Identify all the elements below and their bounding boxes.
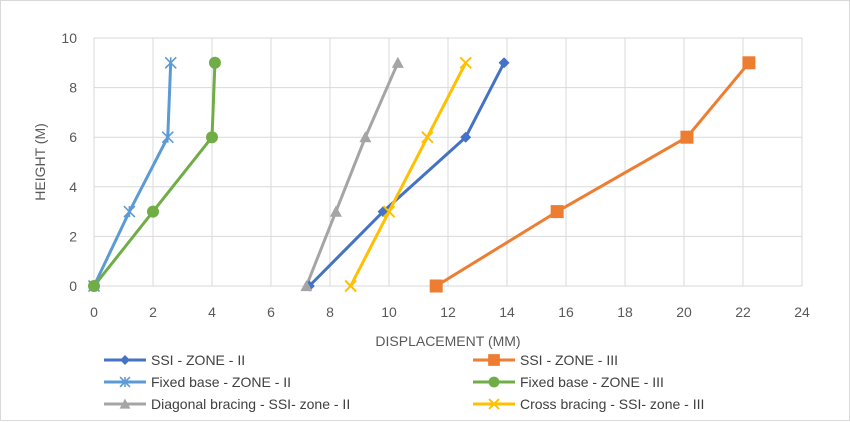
- series-1-point: [460, 131, 472, 143]
- y-tick-label: 10: [61, 30, 77, 46]
- legend-label: Diagonal bracing - SSI- zone - II: [151, 396, 350, 412]
- legend-marker: [488, 376, 500, 388]
- legend-label: Cross bracing - SSI- zone - III: [520, 396, 704, 412]
- series-2-point: [550, 205, 564, 219]
- y-tick-label: 0: [69, 278, 77, 294]
- x-tick-label: 4: [208, 304, 216, 320]
- x-tick-label: 22: [735, 304, 751, 320]
- x-tick-label: 0: [90, 304, 98, 320]
- legend-item: Fixed base - ZONE - III: [473, 374, 664, 390]
- series-5-point: [359, 131, 372, 143]
- legend-item: SSI - ZONE - III: [473, 352, 618, 368]
- series-5-line: [305, 62, 400, 287]
- x-tick-label: 14: [499, 304, 515, 320]
- legend-marker: [119, 398, 131, 409]
- series-2-line: [435, 61, 751, 288]
- legend-label: Fixed base - ZONE - III: [520, 374, 664, 390]
- series-1-point: [498, 57, 510, 69]
- y-axis-title: HEIGHT (M): [32, 123, 48, 201]
- legend-item: SSI - ZONE - II: [104, 352, 245, 368]
- y-tick-label: 2: [69, 228, 77, 244]
- x-tick-label: 6: [267, 304, 275, 320]
- x-tick-label: 24: [794, 304, 810, 320]
- legend-marker: [488, 398, 500, 410]
- series-5-point: [391, 56, 404, 68]
- x-tick-label: 18: [617, 304, 633, 320]
- legend-marker: [488, 354, 500, 366]
- x-tick-label: 20: [676, 304, 692, 320]
- series-5-point: [329, 205, 342, 217]
- series-1-line: [308, 62, 506, 288]
- series-6-point: [344, 279, 357, 293]
- series-3-line: [92, 62, 173, 287]
- legend: SSI - ZONE - II SSI - ZONE - III Fixed bas…: [104, 352, 704, 412]
- series-4-point: [206, 131, 218, 144]
- y-tick-label: 8: [69, 80, 77, 96]
- series-3-point: [164, 56, 177, 69]
- series-6-point: [421, 130, 434, 144]
- legend-item: Diagonal bracing - SSI- zone - II: [104, 396, 350, 412]
- y-tick-label: 4: [69, 179, 77, 195]
- series-4-point: [147, 205, 159, 218]
- x-tick-label: 2: [149, 304, 157, 320]
- x-axis-title: DISPLACEMENT (MM): [375, 333, 520, 349]
- series-2-point: [680, 130, 694, 144]
- series-2-point: [429, 279, 443, 293]
- series-6-point: [459, 56, 472, 70]
- x-tick-label: 12: [440, 304, 456, 320]
- series-4-point: [208, 56, 221, 69]
- series-3-point: [123, 205, 136, 218]
- x-tick-label: 16: [558, 304, 574, 320]
- legend-label: SSI - ZONE - III: [520, 352, 618, 368]
- legend-item: Fixed base - ZONE - II: [104, 374, 291, 390]
- legend-label: SSI - ZONE - II: [151, 352, 245, 368]
- legend-marker: [119, 376, 131, 388]
- series-6-line: [349, 62, 468, 287]
- x-tick-label: 10: [381, 304, 397, 320]
- series-4-line: [92, 62, 217, 287]
- series-4-point: [88, 280, 100, 292]
- series-6-point: [382, 205, 396, 218]
- x-tick-label: 8: [326, 304, 334, 320]
- legend-item: Cross bracing - SSI- zone - III: [473, 396, 704, 412]
- legend-marker: [120, 355, 130, 365]
- legend-label: Fixed base - ZONE - II: [151, 374, 291, 390]
- y-tick-label: 6: [69, 129, 77, 145]
- series-3-point: [161, 131, 174, 144]
- series-5-point: [300, 280, 313, 292]
- series-2-point: [742, 56, 756, 70]
